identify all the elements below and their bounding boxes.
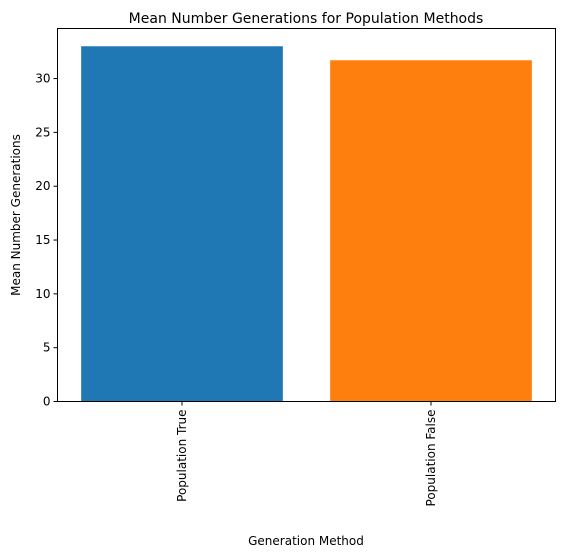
y-tick-label: 5: [43, 341, 51, 355]
y-tick-label: 0: [43, 395, 51, 409]
y-tick-label: 20: [35, 179, 50, 193]
x-tick-label: Population True: [175, 410, 189, 502]
y-tick-label: 25: [35, 125, 50, 139]
bar-population-false: [330, 60, 532, 402]
y-axis-label: Mean Number Generations: [9, 134, 23, 296]
x-tick-label: Population False: [424, 410, 438, 507]
x-axis-label: Generation Method: [248, 534, 364, 548]
plot-frame: [57, 28, 556, 402]
y-tick-label: 15: [35, 233, 50, 247]
y-tick-label: 30: [35, 72, 50, 86]
plot-area: Population True Population False 0 5 10 15 20 2…: [35, 46, 532, 506]
bar-population-true: [81, 46, 283, 402]
chart-title: Mean Number Generations for Population M…: [129, 11, 484, 27]
y-tick-label: 10: [35, 287, 50, 301]
